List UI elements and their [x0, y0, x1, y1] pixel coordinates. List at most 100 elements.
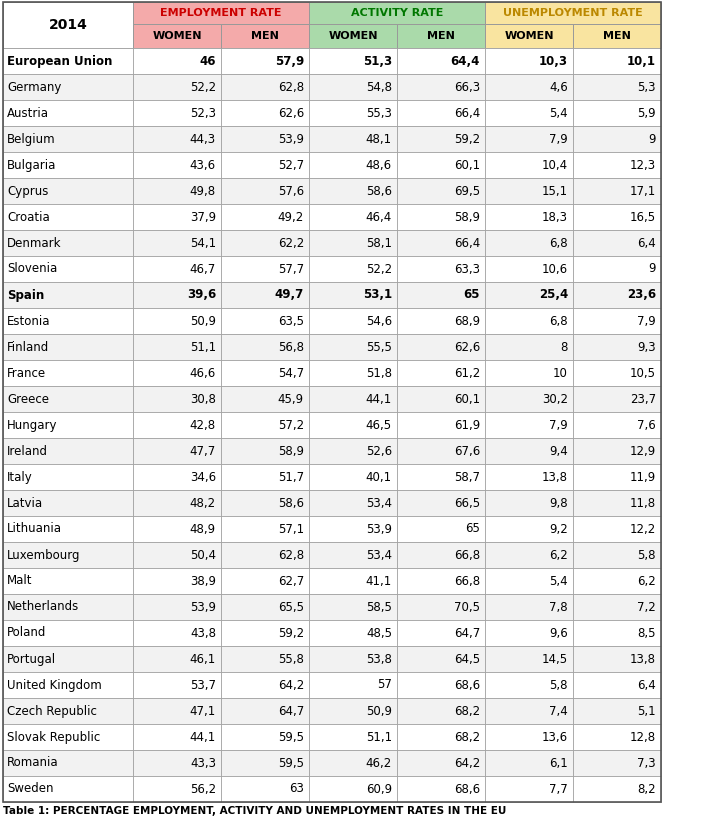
Bar	[133, 542, 221, 568]
Text: 47,1: 47,1	[190, 704, 216, 718]
Text: 58,5: 58,5	[366, 601, 392, 613]
Bar	[3, 334, 133, 360]
Bar	[133, 568, 221, 594]
Bar	[221, 204, 309, 230]
Text: Belgium: Belgium	[7, 133, 55, 146]
Bar	[573, 282, 661, 308]
Text: ACTIVITY RATE: ACTIVITY RATE	[351, 8, 443, 18]
Bar	[221, 308, 309, 334]
Text: 56,2: 56,2	[190, 783, 216, 796]
Text: 30,2: 30,2	[542, 393, 568, 406]
Bar	[397, 48, 485, 74]
Bar	[133, 360, 221, 386]
Text: Estonia: Estonia	[7, 314, 50, 328]
Text: 13,8: 13,8	[542, 471, 568, 483]
Bar	[573, 386, 661, 412]
Bar	[485, 516, 573, 542]
Bar	[221, 334, 309, 360]
Bar	[573, 256, 661, 282]
Bar	[133, 48, 221, 74]
Text: 49,8: 49,8	[190, 184, 216, 198]
Bar	[309, 594, 397, 620]
Bar	[573, 464, 661, 490]
Bar	[573, 646, 661, 672]
Bar	[309, 204, 397, 230]
Text: 57,2: 57,2	[278, 419, 304, 431]
Text: 2014: 2014	[48, 18, 87, 32]
Text: 63: 63	[289, 783, 304, 796]
Text: 69,5: 69,5	[454, 184, 480, 198]
Text: 7,6: 7,6	[637, 419, 656, 431]
Bar	[573, 334, 661, 360]
Text: Latvia: Latvia	[7, 496, 43, 509]
Text: 65: 65	[465, 523, 480, 536]
Bar	[133, 620, 221, 646]
Text: Portugal: Portugal	[7, 653, 56, 666]
Text: 46,2: 46,2	[365, 756, 392, 770]
Text: Sweden: Sweden	[7, 783, 53, 796]
Text: Germany: Germany	[7, 81, 61, 94]
Text: 59,5: 59,5	[278, 731, 304, 743]
Text: 15,1: 15,1	[542, 184, 568, 198]
Bar	[221, 672, 309, 698]
Bar	[397, 516, 485, 542]
Text: MEN: MEN	[427, 31, 455, 41]
Text: Poland: Poland	[7, 626, 46, 639]
Bar	[573, 48, 661, 74]
Text: 48,5: 48,5	[366, 626, 392, 639]
Text: 5,8: 5,8	[638, 548, 656, 561]
Bar	[221, 74, 309, 100]
Bar	[3, 438, 133, 464]
Bar	[485, 178, 573, 204]
Bar	[133, 386, 221, 412]
Text: 63,5: 63,5	[278, 314, 304, 328]
Bar	[133, 594, 221, 620]
Bar	[133, 24, 221, 48]
Text: 62,8: 62,8	[278, 548, 304, 561]
Text: 48,2: 48,2	[190, 496, 216, 509]
Text: 10,5: 10,5	[630, 366, 656, 379]
Text: 10: 10	[553, 366, 568, 379]
Bar	[397, 360, 485, 386]
Text: 65,5: 65,5	[278, 601, 304, 613]
Bar	[485, 100, 573, 126]
Text: 49,7: 49,7	[274, 289, 304, 301]
Bar	[309, 412, 397, 438]
Text: 10,4: 10,4	[542, 159, 568, 171]
Bar	[573, 100, 661, 126]
Text: 12,8: 12,8	[630, 731, 656, 743]
Text: 61,2: 61,2	[454, 366, 480, 379]
Text: 40,1: 40,1	[366, 471, 392, 483]
Text: 34,6: 34,6	[190, 471, 216, 483]
Bar	[573, 698, 661, 724]
Bar	[485, 438, 573, 464]
Bar	[397, 204, 485, 230]
Bar	[3, 308, 133, 334]
Text: 53,8: 53,8	[366, 653, 392, 666]
Text: 64,2: 64,2	[278, 678, 304, 691]
Bar	[309, 24, 397, 48]
Bar	[221, 516, 309, 542]
Bar	[309, 100, 397, 126]
Bar	[485, 542, 573, 568]
Bar	[309, 74, 397, 100]
Bar	[309, 698, 397, 724]
Bar	[221, 282, 309, 308]
Bar	[309, 724, 397, 750]
Bar	[3, 698, 133, 724]
Bar	[133, 412, 221, 438]
Bar	[309, 542, 397, 568]
Bar	[397, 282, 485, 308]
Text: Netherlands: Netherlands	[7, 601, 79, 613]
Bar	[309, 750, 397, 776]
Bar	[309, 438, 397, 464]
Bar	[485, 126, 573, 152]
Text: 7,7: 7,7	[550, 783, 568, 796]
Bar	[3, 516, 133, 542]
Text: 12,2: 12,2	[630, 523, 656, 536]
Bar	[3, 74, 133, 100]
Text: 54,6: 54,6	[366, 314, 392, 328]
Text: 23,7: 23,7	[630, 393, 656, 406]
Bar	[573, 750, 661, 776]
Bar	[133, 308, 221, 334]
